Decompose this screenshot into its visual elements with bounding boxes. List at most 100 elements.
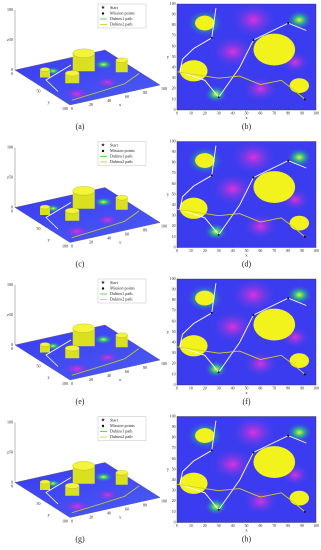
z-tick-label: 0 — [11, 67, 13, 72]
x-tick-label: 60 — [259, 524, 263, 528]
panel-label: (f) — [243, 397, 251, 406]
x-axis-label: x — [119, 240, 122, 245]
map-panel: 0 10 20 30 40 50 60 70 80 90 100 0 10 20 30 40 50 60 70 80 9… — [167, 414, 319, 543]
y-axis-label: y — [48, 100, 51, 105]
y-tick-label: 50 — [172, 330, 176, 334]
y-tick-label: 100 — [170, 139, 176, 143]
x-tick-label: 40 — [107, 510, 111, 515]
map-obstacle — [195, 15, 215, 31]
surface-panel: 0 50 100 z 0 50 100 y 0 20 40 60 80 100 x ★ StartMission… — [7, 416, 167, 543]
obstacle-top — [72, 323, 95, 333]
surface-blob — [95, 351, 120, 364]
x-tick-label: 0 — [71, 381, 73, 386]
y-tick-label: 100 — [62, 518, 68, 523]
legend-box — [97, 3, 147, 29]
x-tick-label: 40 — [231, 111, 235, 115]
obstacle-top — [39, 342, 51, 347]
surface-blob — [63, 362, 91, 376]
obstacle-top — [72, 48, 95, 58]
path-green — [71, 210, 140, 239]
x-tick-label: 90 — [300, 249, 304, 253]
legend-label: Dubins2 path — [110, 21, 133, 26]
path-green — [71, 348, 140, 376]
obstacle-cylinder — [40, 207, 50, 215]
mission-point — [217, 96, 220, 99]
map-obstacle — [179, 472, 208, 494]
y-tick-label: 100 — [170, 2, 176, 6]
surface-blob — [63, 499, 91, 514]
x-tick-label: 0 — [71, 243, 73, 248]
z-tick-label: 100 — [7, 144, 13, 149]
mission-point — [210, 311, 213, 314]
z-axis-label: z — [7, 450, 9, 455]
obstacle-top — [39, 204, 51, 210]
path-yellow — [176, 346, 306, 375]
obstacle-top — [72, 186, 95, 196]
mission-point — [217, 508, 220, 511]
x-tick-label: 20 — [89, 102, 93, 107]
surface-blob — [93, 334, 114, 345]
obstacle-top — [65, 482, 80, 489]
x-tick-label: 10 — [189, 524, 193, 528]
x-tick-label: 0 — [71, 518, 73, 523]
panel-label: (a) — [76, 122, 85, 131]
y-tick-label: 10 — [172, 372, 176, 376]
z-tick-label: 100 — [7, 419, 13, 424]
obstacle-cylinder — [40, 482, 50, 490]
surface-blob — [93, 197, 114, 207]
y-axis-label: y — [167, 54, 170, 59]
obstacle-cylinder — [72, 190, 95, 209]
z-axis-label: z — [7, 37, 9, 42]
y-tick-label: 90 — [172, 150, 176, 154]
y-tick-label: 90 — [172, 425, 176, 429]
y-tick-label: 90 — [172, 12, 176, 16]
map-obstacle — [195, 290, 215, 306]
y-tick-label: 70 — [172, 34, 176, 38]
y-tick-label: 0 — [174, 520, 176, 524]
map-blob — [231, 140, 276, 175]
legend-label: Mission points — [110, 285, 135, 290]
path-white — [179, 420, 307, 511]
mission-point — [303, 510, 306, 513]
x-tick-label: 20 — [89, 239, 93, 244]
z-tick-label: 50 — [9, 37, 13, 42]
legend-marker-star: ★ — [101, 5, 106, 11]
legend-box — [97, 416, 147, 441]
y-tick-label: 20 — [172, 362, 176, 366]
y-tick-label: 20 — [172, 224, 176, 228]
map-obstacle — [289, 215, 310, 231]
x-tick-label: 20 — [203, 249, 207, 253]
y-tick-label: 40 — [172, 65, 176, 69]
x-tick-label: 40 — [107, 373, 111, 378]
y-tick-label: 60 — [172, 182, 176, 186]
x-tick-label: 20 — [89, 514, 93, 519]
x-tick-label: 10 — [189, 111, 193, 115]
obstacle-cylinder — [65, 485, 80, 496]
x-axis-label: x — [119, 377, 122, 382]
y-tick-label: 30 — [172, 489, 176, 493]
y-tick-label: 40 — [172, 340, 176, 344]
y-tick-label: 60 — [172, 457, 176, 461]
z-tick-label: 50 — [9, 312, 13, 317]
mission-point — [287, 159, 290, 162]
surface-panel: 0 50 100 z 0 50 100 y 0 20 40 60 80 100 x ★ StartMission… — [7, 141, 167, 268]
x-tick-label: 80 — [143, 227, 147, 232]
mission-point — [303, 98, 306, 101]
x-tick-label: 80 — [286, 249, 290, 253]
x-tick-label: 40 — [231, 524, 235, 528]
y-tick-label: 0 — [11, 483, 13, 488]
x-axis-label: x — [245, 390, 248, 395]
z-axis-label: z — [7, 175, 9, 180]
path-white — [179, 145, 307, 236]
map-obstacle — [253, 446, 296, 478]
x-tick-label: 80 — [143, 365, 147, 370]
x-tick-label: 60 — [259, 111, 263, 115]
legend-label: Dubins2 path — [110, 434, 133, 439]
legend-label: Start — [110, 417, 119, 422]
y-axis-label: y — [48, 512, 51, 517]
surface-panel: 0 50 100 z 0 50 100 y 0 20 40 60 80 100 x ★ StartMission… — [7, 3, 167, 131]
legend-marker-dot — [101, 424, 105, 428]
y-tick-label: 100 — [62, 106, 68, 111]
legend-marker-star: ★ — [101, 418, 106, 424]
